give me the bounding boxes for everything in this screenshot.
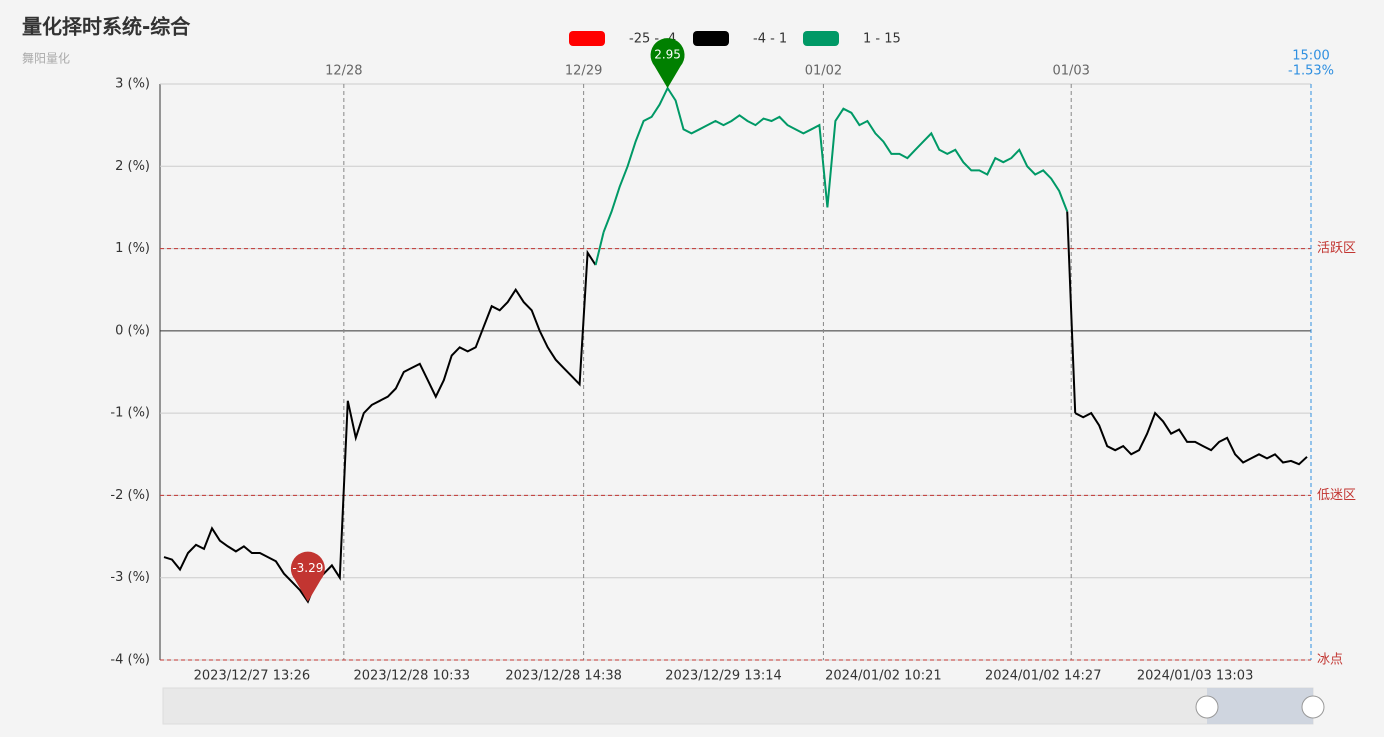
x-tick-label: 2023/12/27 13:26 <box>194 669 311 684</box>
y-tick-label: 0 (%) <box>115 323 150 338</box>
x-tick-label: 2024/01/02 10:21 <box>825 669 942 684</box>
x2-tick-label: 12/29 <box>565 64 602 79</box>
pin-label: 2.95 <box>654 48 681 62</box>
legend-swatch <box>569 31 605 46</box>
x-tick-label: 2023/12/28 10:33 <box>354 669 471 684</box>
x2-tick-label: 01/03 <box>1052 64 1089 79</box>
x-tick-label: 2023/12/28 14:38 <box>505 669 622 684</box>
mark-line-label: 活跃区 <box>1317 241 1356 256</box>
slider-handle[interactable] <box>1195 695 1219 719</box>
pin-marker <box>650 38 685 89</box>
legend-label: -4 - 1 <box>753 32 787 47</box>
y-tick-label: 3 (%) <box>115 77 150 92</box>
end-time: 15:00 <box>1292 49 1329 64</box>
y-tick-label: -3 (%) <box>110 570 150 585</box>
x2-tick-label: 12/28 <box>325 64 362 79</box>
x-tick-label: 2024/01/02 14:27 <box>985 669 1102 684</box>
x2-tick-label: 01/02 <box>805 64 842 79</box>
mark-line-label: 冰点 <box>1317 653 1343 668</box>
legend-swatch <box>693 31 729 46</box>
line-segment <box>602 86 1069 233</box>
line-segment <box>163 249 597 604</box>
line-connector <box>1066 211 1077 414</box>
x-tick-label: 2024/01/03 13:03 <box>1137 669 1254 684</box>
y-tick-label: 2 (%) <box>115 159 150 174</box>
y-tick-label: -2 (%) <box>110 488 150 503</box>
line-segment <box>1074 411 1308 466</box>
mark-line-label: 低迷区 <box>1317 488 1356 503</box>
y-tick-label: 1 (%) <box>115 241 150 256</box>
pin-marker <box>290 551 325 602</box>
slider-handle[interactable] <box>1301 695 1325 719</box>
pin-label: -3.29 <box>292 561 323 575</box>
legend-label: 1 - 15 <box>863 32 901 47</box>
slider-track <box>162 687 1314 725</box>
slider-window <box>1207 688 1313 724</box>
x-tick-label: 2023/12/29 13:14 <box>665 669 782 684</box>
y-tick-label: -4 (%) <box>110 653 150 668</box>
chart-subtitle: 舞阳量化 <box>22 52 70 66</box>
zoom-slider <box>162 687 1325 725</box>
y-tick-label: -1 (%) <box>110 406 150 421</box>
legend-swatch <box>803 31 839 46</box>
line-connector <box>594 231 605 266</box>
chart-title: 量化择时系统-综合 <box>22 15 191 39</box>
end-value: -1.53% <box>1288 64 1334 79</box>
